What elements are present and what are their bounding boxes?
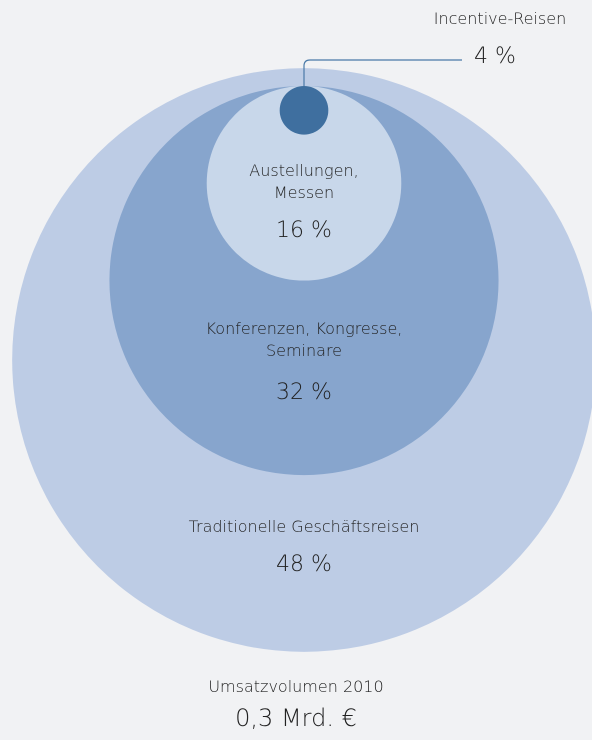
value-label: 48 % [276,552,332,577]
value-label: 16 % [276,218,332,243]
category-label: Konferenzen, Kongresse, Seminare [205,319,403,360]
leader-line [303,59,462,86]
category-label: Incentive-Reisen [433,9,567,28]
category-label: Austellungen, Messen [249,161,359,202]
value-label: 32 % [276,380,332,405]
total-value: 0,3 Mrd. € [235,704,357,732]
circle [279,86,329,135]
value-label: 4 % [474,44,516,69]
total-label: Umsatzvolumen 2010 [208,677,384,696]
category-label: Traditionelle Geschäftsreisen [188,517,420,536]
circle [206,86,402,281]
